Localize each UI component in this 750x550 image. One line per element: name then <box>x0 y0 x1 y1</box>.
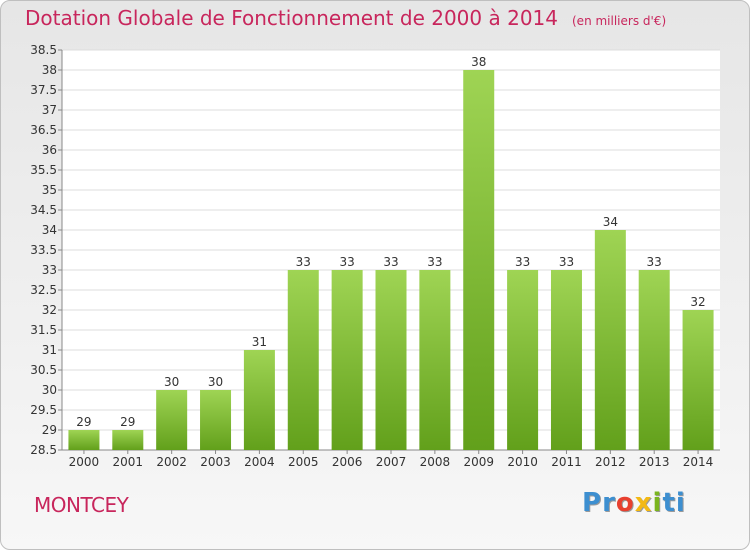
y-tick-label: 33 <box>42 263 57 277</box>
x-tick-label: 2013 <box>639 455 670 469</box>
y-tick-label: 37.5 <box>30 83 57 97</box>
x-tick-label: 2004 <box>244 455 275 469</box>
bar-2010 <box>507 270 539 450</box>
x-tick-label: 2005 <box>288 455 319 469</box>
bar-2007 <box>375 270 407 450</box>
bar-2004 <box>243 350 275 450</box>
y-tick-label: 38.5 <box>30 43 57 57</box>
logo-letter: r <box>602 488 616 518</box>
x-tick-label: 2011 <box>551 455 582 469</box>
logo-letter: o <box>615 488 635 518</box>
y-tick-label: 36.5 <box>30 123 57 137</box>
y-tick-label: 28.5 <box>30 443 57 457</box>
bar-value-label: 33 <box>296 255 311 269</box>
bar-2002 <box>156 390 188 450</box>
bar-2000 <box>68 430 100 450</box>
title-text: Dotation Globale de Fonctionnement de 20… <box>25 6 558 30</box>
bar-value-label: 34 <box>603 215 618 229</box>
y-tick-label: 32 <box>42 303 57 317</box>
axis-layer: 28.5 29 29.5 30 30.5 31 31.5 32 32.5 33 33.5 34 34.5… <box>30 43 720 469</box>
proxiti-logo: Proxiti <box>582 488 686 518</box>
bar-2006 <box>331 270 363 450</box>
x-tick-label: 2012 <box>595 455 626 469</box>
bar-value-label: 33 <box>647 255 662 269</box>
logo-letter: t <box>662 488 676 518</box>
bar-2011 <box>550 270 582 450</box>
y-tick-label: 29.5 <box>30 403 57 417</box>
y-tick-label: 38 <box>42 63 57 77</box>
y-tick-label: 29 <box>42 423 57 437</box>
bar-value-label: 33 <box>515 255 530 269</box>
bar-2001 <box>112 430 144 450</box>
y-tick-label: 35.5 <box>30 163 57 177</box>
y-tick-label: 31 <box>42 343 57 357</box>
x-tick-label: 2007 <box>376 455 407 469</box>
logo-letter: i <box>652 488 663 518</box>
chart-subtitle: (en milliers d'€) <box>572 14 667 28</box>
bar-2005 <box>287 270 319 450</box>
bar-value-label: 33 <box>339 255 354 269</box>
y-tick-label: 37 <box>42 103 57 117</box>
x-tick-label: 2014 <box>683 455 714 469</box>
y-tick-label: 35 <box>42 183 57 197</box>
bar-2013 <box>638 270 670 450</box>
logo-letter: P <box>582 488 603 518</box>
y-tick-label: 32.5 <box>30 283 57 297</box>
bar-value-label: 33 <box>427 255 442 269</box>
bar-value-label: 33 <box>559 255 574 269</box>
x-tick-label: 2002 <box>156 455 187 469</box>
bar-value-label: 33 <box>383 255 398 269</box>
x-tick-label: 2003 <box>200 455 231 469</box>
x-tick-label: 2006 <box>332 455 363 469</box>
bar-value-label: 29 <box>76 415 91 429</box>
bar-layer <box>68 70 714 450</box>
bar-value-label: 30 <box>164 375 179 389</box>
x-tick-label: 2008 <box>420 455 451 469</box>
logo-letter: x <box>634 488 653 518</box>
x-tick-label: 2000 <box>69 455 100 469</box>
bar-2012 <box>594 230 626 450</box>
y-tick-label: 34.5 <box>30 203 57 217</box>
x-tick-label: 2010 <box>507 455 538 469</box>
bar-2008 <box>419 270 451 450</box>
y-tick-label: 33.5 <box>30 243 57 257</box>
bar-value-label: 31 <box>252 335 267 349</box>
bar-value-label: 38 <box>471 55 486 69</box>
commune-name: MONTCEY <box>34 493 129 517</box>
chart-title: Dotation Globale de Fonctionnement de 20… <box>25 6 666 30</box>
label-layer: 29 29 30 30 31 33 33 33 33 38 33 33 34 33 32 <box>76 55 705 429</box>
bar-value-label: 32 <box>690 295 705 309</box>
bar-value-label: 30 <box>208 375 223 389</box>
bar-value-label: 29 <box>120 415 135 429</box>
y-tick-label: 31.5 <box>30 323 57 337</box>
bar-2014 <box>682 310 714 450</box>
logo-letter: i <box>675 488 686 518</box>
y-tick-label: 36 <box>42 143 57 157</box>
y-tick-label: 30.5 <box>30 363 57 377</box>
y-tick-label: 34 <box>42 223 57 237</box>
bar-2009 <box>463 70 495 450</box>
bar-2003 <box>200 390 232 450</box>
y-tick-label: 30 <box>42 383 57 397</box>
x-tick-label: 2001 <box>113 455 144 469</box>
x-tick-label: 2009 <box>463 455 494 469</box>
